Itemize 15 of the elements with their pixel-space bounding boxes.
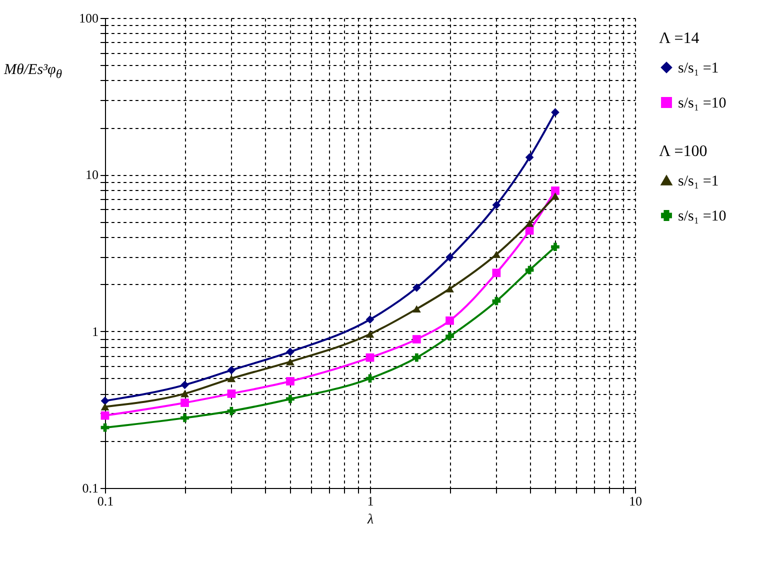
legend-label: s/s₁ =1 <box>678 60 719 76</box>
x-tick-label: 1 <box>367 494 374 508</box>
y-tick-label: 0.1 <box>82 480 98 496</box>
x-axis-title: λ <box>366 512 374 528</box>
text: Λ =14 <box>659 30 700 47</box>
legend-label: s/s₁ =1 <box>678 174 719 190</box>
x-tick-label: 0.1 <box>97 494 114 508</box>
legend-label: s/s₁ =10 <box>678 208 726 224</box>
y-axis-title: Mθ/Es³φ$_{θ}$ <box>4 62 62 82</box>
y-tick-label: 10 <box>86 167 98 182</box>
x-tick-label: 10 <box>629 494 642 508</box>
y-tick-label: 1 <box>92 324 98 339</box>
text: Λ =100 <box>659 143 708 160</box>
y-tick-label: 100 <box>79 10 98 26</box>
legend-label: s/s₁ =10 <box>678 96 726 112</box>
